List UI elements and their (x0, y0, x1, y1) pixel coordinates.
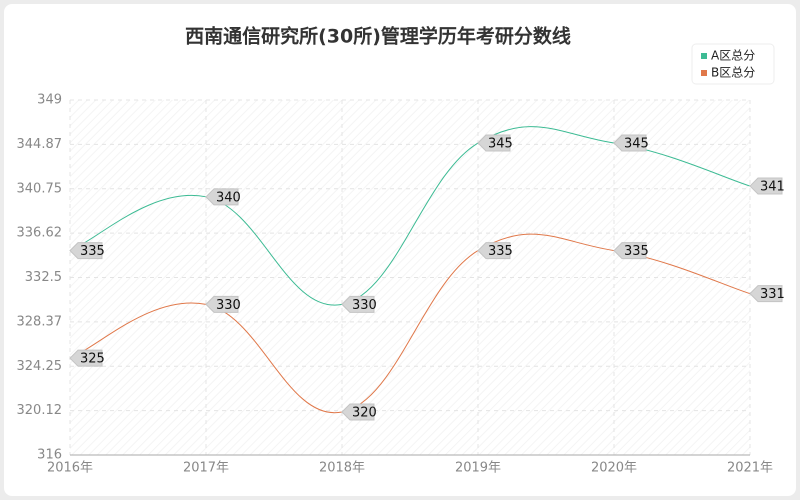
value-label-box (477, 242, 511, 260)
legend-swatch (701, 53, 707, 59)
y-tick-label: 344.87 (17, 137, 63, 152)
chart-title: 西南通信研究所(30所)管理学历年考研分数线 (185, 25, 571, 48)
value-label-box (341, 403, 375, 421)
value-label-box (613, 242, 647, 260)
x-tick-label: 2017年 (183, 461, 229, 476)
legend-swatch (701, 70, 707, 76)
value-label-box (613, 134, 647, 152)
x-tick-label: 2018年 (319, 461, 365, 476)
value-label: 335 (624, 244, 649, 259)
value-label: 341 (760, 180, 785, 195)
value-label: 330 (352, 298, 377, 313)
legend-label: A区总分 (711, 49, 755, 63)
x-tick-label: 2016年 (47, 461, 93, 476)
y-tick-label: 320.12 (17, 403, 63, 418)
y-tick-label: 324.25 (17, 359, 63, 374)
legend-label: B区总分 (711, 66, 755, 80)
y-tick-label: 349 (37, 93, 62, 108)
value-label: 330 (216, 298, 241, 313)
value-label: 340 (216, 190, 241, 205)
value-label-box (205, 188, 239, 206)
y-tick-label: 336.62 (17, 226, 63, 241)
legend-box (691, 43, 775, 85)
value-label: 325 (80, 352, 105, 367)
value-label: 320 (352, 405, 377, 420)
y-tick-label: 316 (37, 448, 62, 463)
y-tick-label: 340.75 (17, 181, 63, 196)
value-label-box (477, 134, 511, 152)
value-label: 345 (488, 137, 513, 152)
x-tick-label: 2020年 (591, 461, 637, 476)
value-label: 331 (760, 287, 785, 302)
value-label-box (69, 349, 103, 367)
x-tick-label: 2021年 (727, 461, 773, 476)
y-tick-label: 328.37 (17, 314, 63, 329)
value-label-box (205, 295, 239, 313)
value-label-box (69, 242, 103, 260)
value-label-box (341, 295, 375, 313)
value-label-box (749, 285, 783, 303)
value-label: 335 (80, 244, 105, 259)
value-label: 335 (488, 244, 513, 259)
value-label: 345 (624, 137, 649, 152)
value-label-box (749, 177, 783, 195)
y-tick-label: 332.5 (25, 270, 62, 285)
x-tick-label: 2019年 (455, 461, 501, 476)
